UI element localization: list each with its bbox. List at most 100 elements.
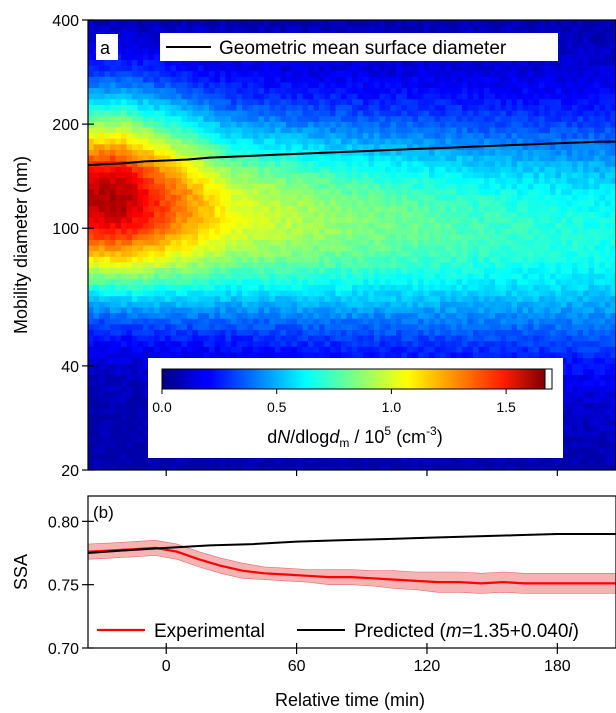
heatmap-cell xyxy=(330,104,337,111)
heatmap-cell xyxy=(363,104,370,111)
heatmap-cell xyxy=(148,335,155,342)
heatmap-cell xyxy=(198,295,205,302)
heatmap-cell xyxy=(269,183,276,190)
heatmap-cell xyxy=(148,166,155,173)
heatmap-cell xyxy=(126,346,133,353)
heatmap-cell xyxy=(346,295,353,302)
heatmap-cell xyxy=(104,222,111,229)
heatmap-cell xyxy=(165,194,172,201)
heatmap-cell xyxy=(247,104,254,111)
heatmap-cell xyxy=(302,194,309,201)
heatmap-cell xyxy=(137,391,144,398)
heatmap-cell xyxy=(291,312,298,319)
heatmap-cell xyxy=(159,239,166,246)
heatmap-cell xyxy=(286,233,293,240)
heatmap-cell xyxy=(126,458,133,465)
heatmap-cell xyxy=(181,346,188,353)
heatmap-cell xyxy=(313,138,320,145)
heatmap-cell xyxy=(126,396,133,404)
heatmap-cell xyxy=(385,278,392,285)
heatmap-cell xyxy=(220,188,227,195)
heatmap-cell xyxy=(115,301,122,308)
heatmap-cell xyxy=(357,228,364,235)
heatmap-cell xyxy=(99,20,106,27)
heatmap-cell xyxy=(341,183,348,190)
heatmap-cell xyxy=(253,256,260,263)
heatmap-cell xyxy=(324,155,331,162)
heatmap-cell xyxy=(302,81,309,89)
heatmap-cell xyxy=(258,59,265,66)
heatmap-cell xyxy=(247,329,254,336)
heatmap-cell xyxy=(148,42,155,49)
heatmap-cell xyxy=(407,211,414,218)
heatmap-cell xyxy=(192,306,199,314)
heatmap-cell xyxy=(137,312,144,319)
heatmap-cell xyxy=(396,87,403,94)
heatmap-cell xyxy=(385,306,392,314)
heatmap-cell xyxy=(137,413,144,420)
heatmap-cell xyxy=(88,256,95,263)
heatmap-cell xyxy=(308,329,315,336)
heatmap-cell xyxy=(154,138,161,145)
heatmap-cell xyxy=(258,160,265,167)
heatmap-cell xyxy=(143,363,150,370)
heatmap-cell xyxy=(368,200,375,207)
heatmap-cell xyxy=(346,155,353,162)
heatmap-cell xyxy=(93,166,100,173)
heatmap-cell xyxy=(137,464,144,470)
heatmap-cell xyxy=(225,183,232,190)
heatmap-cell xyxy=(308,121,315,128)
heatmap-cell xyxy=(203,222,210,229)
heatmap-cell xyxy=(236,138,243,145)
heatmap-cell xyxy=(247,205,254,212)
heatmap-cell xyxy=(258,110,265,117)
heatmap-cell xyxy=(401,346,408,353)
heatmap-cell xyxy=(126,110,133,117)
heatmap-cell xyxy=(176,194,183,201)
heatmap-cell xyxy=(99,419,106,426)
heatmap-cell xyxy=(418,278,425,285)
heatmap-cell xyxy=(159,290,166,297)
heatmap-cell xyxy=(192,183,199,190)
heatmap-cell xyxy=(286,250,293,257)
heatmap-cell xyxy=(423,222,430,229)
heatmap-cell xyxy=(297,98,304,105)
heatmap-cell xyxy=(247,216,254,224)
heatmap-cell xyxy=(264,143,271,150)
heatmap-cell xyxy=(242,160,249,167)
heatmap-cell xyxy=(247,76,254,83)
heatmap-cell xyxy=(154,233,161,240)
heatmap-cell xyxy=(324,87,331,94)
heatmap-cell xyxy=(368,245,375,252)
heatmap-cell xyxy=(170,458,177,465)
heatmap-cell xyxy=(192,87,199,94)
heatmap-cell xyxy=(346,110,353,117)
heatmap-cell xyxy=(390,256,397,263)
heatmap-cell xyxy=(126,211,133,218)
heatmap-cell xyxy=(269,20,276,27)
heatmap-cell xyxy=(154,149,161,156)
heatmap-cell xyxy=(99,458,106,465)
heatmap-cell xyxy=(115,104,122,111)
heatmap-cell xyxy=(137,93,144,100)
heatmap-cell xyxy=(159,250,166,257)
heatmap-cell xyxy=(407,239,414,246)
heatmap-cell xyxy=(220,346,227,353)
heatmap-cell xyxy=(401,132,408,139)
heatmap-cell xyxy=(137,436,144,443)
heatmap-cell xyxy=(159,155,166,162)
heatmap-cell xyxy=(93,104,100,111)
heatmap-cell xyxy=(302,160,309,167)
heatmap-cell xyxy=(258,351,265,359)
heatmap-cell xyxy=(396,458,403,465)
heatmap-cell xyxy=(286,301,293,308)
heatmap-cell xyxy=(115,42,122,49)
heatmap-cell xyxy=(253,104,260,111)
heatmap-cell xyxy=(209,205,216,212)
heatmap-cell xyxy=(379,166,386,173)
heatmap-cell xyxy=(236,115,243,122)
heatmap-cell xyxy=(225,76,232,83)
heatmap-cell xyxy=(407,81,414,89)
heatmap-cell xyxy=(407,290,414,297)
heatmap-cell xyxy=(143,425,150,432)
